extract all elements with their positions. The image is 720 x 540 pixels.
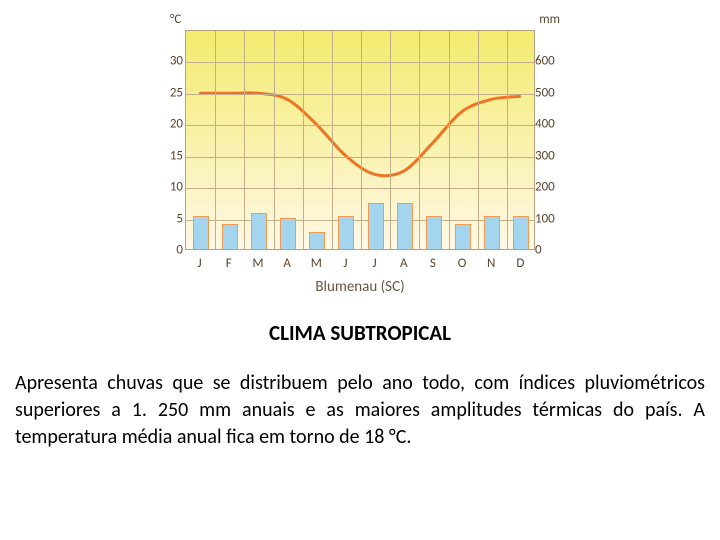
chart-plot-area — [185, 30, 535, 250]
y-right-tick: 400 — [535, 117, 570, 132]
temperature-line — [186, 31, 534, 249]
precip-bar — [397, 203, 413, 249]
y-left-tick: 0 — [155, 243, 183, 258]
y-right-tick: 600 — [535, 54, 570, 69]
precip-bar — [368, 203, 384, 249]
month-label: A — [394, 256, 414, 271]
precip-bar — [309, 232, 325, 249]
precip-bar — [455, 224, 471, 249]
y-right-tick: 300 — [535, 148, 570, 163]
month-label: J — [335, 256, 355, 271]
precip-bar — [426, 216, 442, 249]
month-label: O — [452, 256, 472, 271]
climate-chart: °C mm Blumenau (SC) 05101520253001002003… — [130, 10, 590, 310]
precip-bar — [338, 216, 354, 249]
precip-bar — [280, 218, 296, 249]
month-label: N — [481, 256, 501, 271]
y-right-tick: 200 — [535, 180, 570, 195]
y-right-tick: 500 — [535, 85, 570, 100]
slide-title: CLIMA SUBTROPICAL — [0, 320, 720, 346]
y-left-tick: 20 — [155, 117, 183, 132]
y-right-tick: 0 — [535, 243, 570, 258]
y-left-tick: 30 — [155, 54, 183, 69]
precip-bar — [513, 216, 529, 249]
city-label: Blumenau (SC) — [130, 278, 590, 296]
month-label: S — [423, 256, 443, 271]
unit-mm: mm — [539, 12, 560, 27]
y-left-tick: 15 — [155, 148, 183, 163]
month-label: M — [306, 256, 326, 271]
month-label: J — [365, 256, 385, 271]
y-left-tick: 5 — [155, 211, 183, 226]
y-left-tick: 25 — [155, 85, 183, 100]
precip-bar — [222, 224, 238, 249]
precip-bar — [193, 216, 209, 249]
month-label: D — [510, 256, 530, 271]
unit-celsius: °C — [170, 12, 181, 27]
month-label: J — [190, 256, 210, 271]
month-label: F — [219, 256, 239, 271]
y-right-tick: 100 — [535, 211, 570, 226]
y-left-tick: 10 — [155, 180, 183, 195]
month-label: A — [277, 256, 297, 271]
month-label: M — [248, 256, 268, 271]
slide-body: Apresenta chuvas que se distribuem pelo … — [15, 370, 705, 451]
precip-bar — [251, 213, 267, 249]
precip-bar — [484, 216, 500, 249]
